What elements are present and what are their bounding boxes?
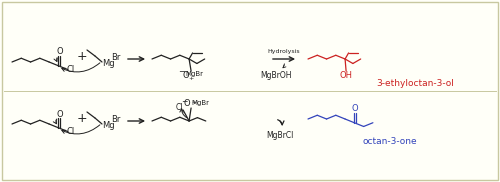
Text: +: +: [76, 50, 88, 64]
Text: +: +: [192, 100, 196, 106]
Text: Br: Br: [112, 116, 120, 124]
FancyBboxPatch shape: [2, 2, 498, 180]
Text: MgBrOH: MgBrOH: [260, 70, 292, 80]
Text: MgBr: MgBr: [185, 71, 203, 77]
Text: Hydrolysis: Hydrolysis: [268, 50, 300, 54]
Text: MgBr: MgBr: [191, 100, 209, 106]
Text: O: O: [56, 110, 62, 119]
Text: Cl: Cl: [176, 104, 183, 112]
Text: 3-ethyloctan-3-ol: 3-ethyloctan-3-ol: [376, 80, 454, 88]
Text: MgBrCl: MgBrCl: [266, 132, 293, 141]
Text: OH: OH: [340, 72, 352, 80]
Text: Mg: Mg: [102, 120, 114, 130]
Text: O: O: [56, 47, 62, 56]
Text: octan-3-one: octan-3-one: [362, 137, 418, 147]
Text: Cl: Cl: [66, 127, 75, 136]
Text: −: −: [181, 98, 188, 106]
Text: +: +: [76, 112, 88, 126]
Text: Br: Br: [112, 54, 120, 62]
Text: O: O: [183, 70, 190, 80]
Text: O: O: [184, 100, 190, 108]
Text: Cl: Cl: [66, 65, 75, 74]
Text: −: −: [178, 68, 186, 76]
Text: +: +: [188, 76, 194, 80]
Text: Mg: Mg: [102, 58, 114, 68]
Text: O: O: [351, 104, 358, 113]
